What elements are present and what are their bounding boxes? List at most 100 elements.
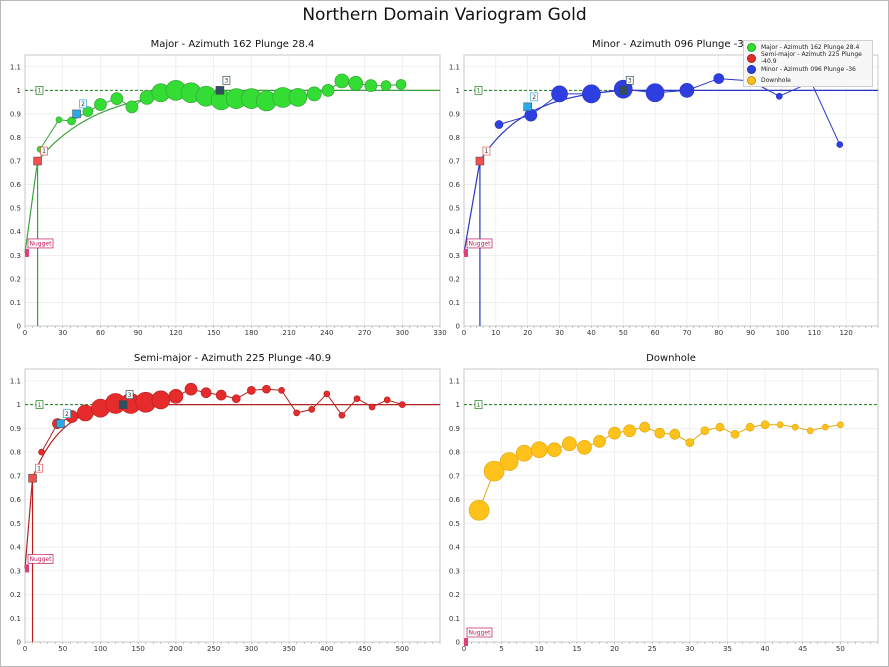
variogram-point[interactable] <box>669 428 681 440</box>
variogram-point[interactable] <box>837 421 844 429</box>
variogram-point[interactable] <box>700 426 710 436</box>
variogram-point[interactable] <box>151 390 171 410</box>
variogram-point[interactable] <box>679 82 695 98</box>
variogram-point[interactable] <box>364 79 378 92</box>
variogram-point[interactable] <box>713 73 725 84</box>
variogram-point[interactable] <box>77 404 94 422</box>
variogram-point[interactable] <box>231 394 241 404</box>
variogram-point[interactable] <box>715 422 725 432</box>
svg-text:1: 1 <box>477 88 481 95</box>
variogram-point[interactable] <box>321 83 335 97</box>
svg-text:Nugget: Nugget <box>30 240 53 247</box>
variogram-point[interactable] <box>685 438 695 447</box>
structure-label-2: 2 <box>530 92 539 102</box>
variogram-point[interactable] <box>821 423 829 431</box>
x-tick-label: 50 <box>58 645 67 653</box>
variogram-point[interactable] <box>348 75 364 91</box>
variogram-point[interactable] <box>82 106 94 117</box>
variogram-point[interactable] <box>323 390 331 398</box>
variogram-point[interactable] <box>168 388 184 404</box>
variogram-point[interactable] <box>395 79 407 90</box>
variogram-point[interactable] <box>577 439 592 455</box>
variogram-point[interactable] <box>334 73 350 89</box>
legend-item-major[interactable]: Major - Azimuth 162 Plunge 28.4 <box>744 42 872 52</box>
variogram-point[interactable] <box>806 427 814 435</box>
variogram-point[interactable] <box>775 92 783 100</box>
svg-text:1: 1 <box>42 148 46 155</box>
variogram-point[interactable] <box>94 98 107 111</box>
legend-item-minor[interactable]: Minor - Azimuth 096 Plunge -36 <box>744 64 872 74</box>
variogram-point[interactable] <box>836 141 844 148</box>
structure-marker-2[interactable] <box>523 102 532 112</box>
variogram-point[interactable] <box>338 411 346 419</box>
variogram-point[interactable] <box>515 444 533 462</box>
variogram-point[interactable] <box>288 88 308 107</box>
variogram-point[interactable] <box>745 422 755 432</box>
y-tick-label: 1.1 <box>10 63 21 71</box>
structure-label-3: 3 <box>625 75 634 85</box>
variogram-point[interactable] <box>582 84 601 104</box>
variogram-point[interactable] <box>368 403 376 411</box>
structure-marker-1[interactable] <box>28 473 37 483</box>
variogram-point[interactable] <box>110 92 124 105</box>
variogram-point[interactable] <box>608 426 621 440</box>
variogram-point[interactable] <box>551 85 568 103</box>
variogram-point[interactable] <box>546 442 562 458</box>
structure-marker-3[interactable] <box>215 86 225 95</box>
variogram-point[interactable] <box>593 435 606 448</box>
sill-label-minor: 1 <box>474 85 483 95</box>
variogram-point[interactable] <box>562 436 577 452</box>
structure-marker-1[interactable] <box>33 156 42 166</box>
variogram-point[interactable] <box>38 448 45 456</box>
variogram-point[interactable] <box>499 452 519 471</box>
plot-frame-semi-major <box>24 368 441 643</box>
variogram-point[interactable] <box>308 406 316 413</box>
structure-marker-3[interactable] <box>118 400 128 409</box>
structure-label-1: 1 <box>482 146 491 156</box>
variogram-point[interactable] <box>55 116 63 124</box>
variogram-point[interactable] <box>247 386 256 395</box>
structure-marker-1[interactable] <box>475 156 485 166</box>
variogram-point[interactable] <box>278 387 285 394</box>
legend-item-semi-major[interactable]: Semi-major - Azimuth 225 Plunge -40.9 <box>744 51 872 65</box>
variogram-point[interactable] <box>200 387 212 399</box>
variogram-point[interactable] <box>468 499 490 521</box>
variogram-point[interactable] <box>623 424 636 438</box>
x-tick-label: 110 <box>808 329 821 337</box>
x-tick-label: 270 <box>358 329 371 337</box>
variogram-point[interactable] <box>639 421 651 433</box>
variogram-point[interactable] <box>293 409 300 417</box>
variogram-point[interactable] <box>125 100 139 114</box>
variogram-point[interactable] <box>730 429 740 439</box>
structure-marker-2[interactable] <box>56 419 65 428</box>
y-tick-label: 0.2 <box>10 591 21 599</box>
variogram-point[interactable] <box>67 116 76 126</box>
variogram-point[interactable] <box>483 460 505 482</box>
variogram-point[interactable] <box>791 423 799 431</box>
variogram-point[interactable] <box>380 80 392 91</box>
variogram-point[interactable] <box>215 389 227 401</box>
variogram-point[interactable] <box>494 120 504 129</box>
variogram-point[interactable] <box>654 427 666 439</box>
variogram-point[interactable] <box>530 441 548 459</box>
svg-text:1: 1 <box>38 88 42 95</box>
structure-marker-3[interactable] <box>618 86 628 95</box>
y-tick-label: 0.2 <box>449 275 460 283</box>
y-tick-label: 0.8 <box>10 134 21 142</box>
variogram-point[interactable] <box>776 421 784 429</box>
svg-text:3: 3 <box>628 78 632 85</box>
variogram-point[interactable] <box>306 86 322 102</box>
variogram-point[interactable] <box>398 401 406 408</box>
y-tick-label: 0.7 <box>449 158 460 166</box>
variogram-point[interactable] <box>262 384 271 394</box>
variogram-point[interactable] <box>353 395 361 403</box>
x-tick-label: 350 <box>282 645 295 653</box>
variogram-point[interactable] <box>760 420 770 430</box>
x-tick-label: 0 <box>23 329 27 337</box>
variogram-point[interactable] <box>184 382 198 396</box>
variogram-point[interactable] <box>645 83 665 103</box>
structure-marker-2[interactable] <box>72 109 81 119</box>
variogram-point[interactable] <box>383 396 391 404</box>
x-tick-label: 20 <box>523 329 532 337</box>
legend-item-downhole[interactable]: Downhole <box>744 75 872 85</box>
